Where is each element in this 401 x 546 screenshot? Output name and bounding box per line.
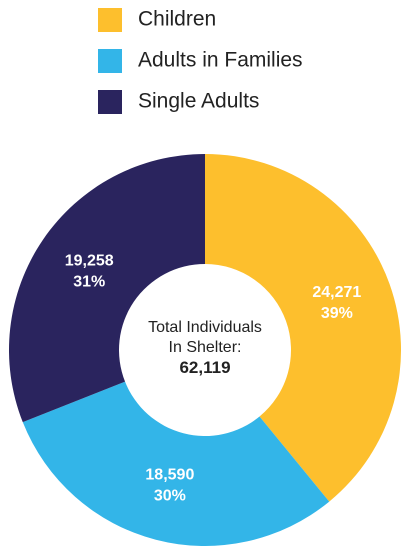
slice-percent: 31% bbox=[73, 274, 105, 291]
slice-percent: 39% bbox=[321, 305, 353, 322]
legend-swatch bbox=[98, 8, 122, 32]
legend-label: Single Adults bbox=[138, 90, 259, 113]
slice bbox=[8, 154, 205, 423]
slice-percent: 30% bbox=[154, 488, 186, 505]
center-text: Total Individuals In Shelter: 62,119 bbox=[140, 318, 270, 378]
slice bbox=[205, 154, 401, 502]
center-label: Total Individuals In Shelter: bbox=[148, 319, 262, 356]
legend-label: Children bbox=[138, 8, 216, 31]
legend-label: Adults in Families bbox=[138, 49, 303, 72]
slice-value: 24,271 bbox=[312, 284, 361, 301]
total: 62,119 bbox=[179, 358, 231, 377]
legend-swatch bbox=[98, 90, 122, 114]
legend-swatch bbox=[98, 49, 122, 73]
slice-value: 19,258 bbox=[65, 253, 114, 270]
slice bbox=[22, 381, 330, 546]
slice-value: 18,590 bbox=[145, 467, 194, 484]
